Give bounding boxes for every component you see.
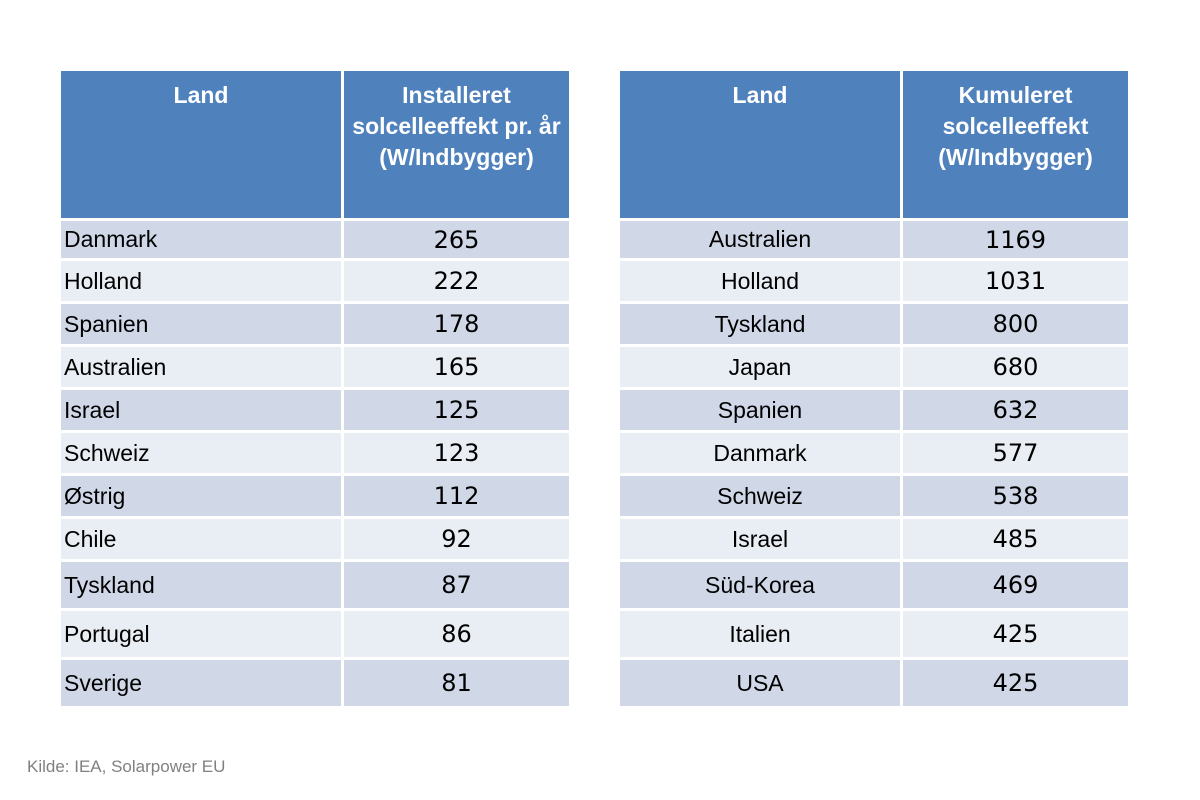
table-row: Australien 165 [61,347,569,387]
table-row: Schweiz 123 [61,433,569,473]
country-cell: Israel [620,519,900,559]
country-cell: Portugal [61,611,341,657]
value-cell: 680 [903,347,1128,387]
country-cell: Sverige [61,660,341,706]
country-cell: USA [620,660,900,706]
value-cell: 800 [903,304,1128,344]
country-cell: Israel [61,390,341,430]
country-cell: Tyskland [620,304,900,344]
value-cell: 112 [344,476,569,516]
table-row: Süd-Korea 469 [620,562,1128,608]
value-cell: 165 [344,347,569,387]
table-row: Spanien 178 [61,304,569,344]
value-cell: 538 [903,476,1128,516]
table-row: Portugal 86 [61,611,569,657]
country-cell: Japan [620,347,900,387]
value-cell: 1031 [903,261,1128,301]
value-cell: 86 [344,611,569,657]
value-cell: 577 [903,433,1128,473]
country-cell: Australien [620,221,900,258]
installed-capacity-table: Land Installeret solcelleeffekt pr. år (… [58,68,572,709]
table-row: Tyskland 800 [620,304,1128,344]
country-cell: Australien [61,347,341,387]
country-cell: Danmark [61,221,341,258]
column-header-installed-per-year: Installeret solcelleeffekt pr. år (W/Ind… [344,71,569,218]
header-row: Land Installeret solcelleeffekt pr. år (… [61,71,569,218]
country-cell: Schweiz [61,433,341,473]
table-row: Østrig 112 [61,476,569,516]
value-cell: 265 [344,221,569,258]
header-row: Land Kumuleret solcelleeffekt (W/Indbygg… [620,71,1128,218]
country-cell: Danmark [620,433,900,473]
value-cell: 222 [344,261,569,301]
value-cell: 469 [903,562,1128,608]
table-row: Danmark 265 [61,221,569,258]
value-cell: 425 [903,660,1128,706]
country-cell: Spanien [620,390,900,430]
table-row: Danmark 577 [620,433,1128,473]
country-cell: Østrig [61,476,341,516]
column-header-cumulative: Kumuleret solcelleeffekt (W/Indbygger) [903,71,1128,218]
value-cell: 87 [344,562,569,608]
table-row: Israel 125 [61,390,569,430]
value-cell: 1169 [903,221,1128,258]
cumulative-capacity-table: Land Kumuleret solcelleeffekt (W/Indbygg… [617,68,1131,709]
table-row: USA 425 [620,660,1128,706]
country-cell: Spanien [61,304,341,344]
country-cell: Tyskland [61,562,341,608]
value-cell: 178 [344,304,569,344]
value-cell: 81 [344,660,569,706]
country-cell: Chile [61,519,341,559]
country-cell: Süd-Korea [620,562,900,608]
country-cell: Schweiz [620,476,900,516]
column-header-country: Land [620,71,900,218]
country-cell: Holland [61,261,341,301]
value-cell: 92 [344,519,569,559]
column-header-country: Land [61,71,341,218]
table-row: Italien 425 [620,611,1128,657]
table-row: Israel 485 [620,519,1128,559]
source-note: Kilde: IEA, Solarpower EU [27,757,226,776]
value-cell: 123 [344,433,569,473]
table-row: Australien 1169 [620,221,1128,258]
country-cell: Italien [620,611,900,657]
value-cell: 485 [903,519,1128,559]
table-row: Chile 92 [61,519,569,559]
value-cell: 425 [903,611,1128,657]
table-row: Sverige 81 [61,660,569,706]
table-row: Japan 680 [620,347,1128,387]
country-cell: Holland [620,261,900,301]
table-row: Spanien 632 [620,390,1128,430]
value-cell: 632 [903,390,1128,430]
table-row: Schweiz 538 [620,476,1128,516]
value-cell: 125 [344,390,569,430]
table-row: Holland 222 [61,261,569,301]
table-row: Holland 1031 [620,261,1128,301]
table-row: Tyskland 87 [61,562,569,608]
